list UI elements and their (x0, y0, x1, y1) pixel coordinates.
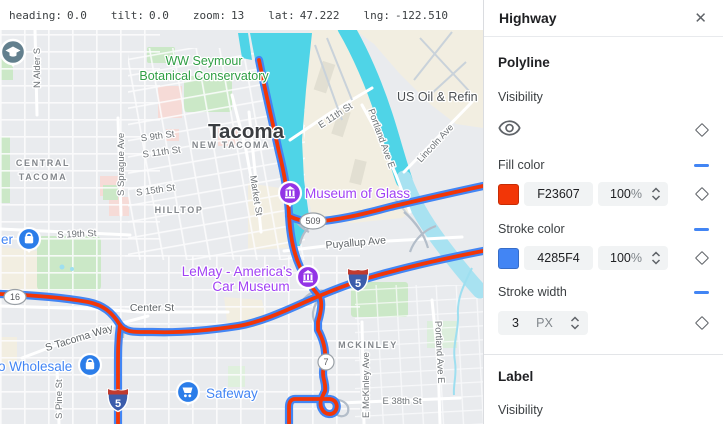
route-shield-i5-north: 5 (347, 267, 369, 293)
close-icon[interactable]: ✕ (694, 9, 707, 27)
map-label-s-19th: S 19th St (57, 228, 97, 241)
svg-text:5: 5 (355, 278, 361, 290)
route-shield-sr509: 509 (299, 212, 327, 230)
store-marker-2[interactable] (77, 352, 103, 379)
map-label-museum-of-glass: Museum of Glass (305, 186, 410, 201)
visibility-eye-icon[interactable] (498, 119, 521, 142)
school-marker[interactable] (0, 38, 27, 67)
polyline-heading: Polyline (498, 55, 550, 70)
remove-override-icon-width[interactable] (694, 290, 709, 294)
map-label-city: Tacoma (208, 120, 285, 143)
fill-color-hex-input[interactable]: F23607 (524, 182, 593, 206)
inherit-diamond-icon-stroke[interactable] (694, 250, 710, 266)
svg-text:16: 16 (10, 292, 20, 302)
map-label-lemay-2: Car Museum (212, 279, 289, 294)
svg-text:509: 509 (305, 216, 320, 226)
store-marker-1[interactable] (16, 226, 42, 253)
tilt-readout: tilt: 0.0 (110, 8, 169, 22)
map-label-s-sprague: S Sprague Ave (116, 133, 127, 196)
style-panel: Highway ✕ Polyline Visibility Fill color (483, 0, 723, 424)
inherit-diamond-icon-visibility[interactable] (694, 122, 710, 138)
label-heading: Label (498, 369, 534, 384)
map-label-lemay: LeMay - America's (182, 264, 293, 279)
map-label-safeway: Safeway (206, 386, 258, 401)
remove-override-icon-fill[interactable] (694, 163, 709, 167)
map-label-e-38th: E 38th St (382, 396, 421, 407)
polyline-visibility-label: Visibility (498, 90, 543, 104)
fill-color-label: Fill color (498, 158, 545, 172)
stroke-opacity-stepper[interactable]: 100% (598, 246, 668, 270)
svg-text:5: 5 (115, 398, 121, 410)
lng-readout: lng: -122.510 (363, 8, 448, 22)
map-label-us-oil: US Oil & Refin (397, 90, 478, 104)
map-label-s-pine: S Pine St (54, 379, 65, 419)
section-divider (484, 354, 723, 355)
map-label-wholesale: o Wholesale (0, 359, 72, 374)
port-buildings (313, 60, 367, 186)
map-label-hilltop: HILLTOP (155, 205, 204, 215)
map-label-er: er (1, 232, 14, 247)
map-label-n-alder: N Alder S (32, 48, 43, 88)
stroke-width-label: Stroke width (498, 285, 567, 299)
fill-opacity-stepper[interactable]: 100% (598, 182, 668, 206)
fill-color-swatch[interactable] (498, 183, 519, 205)
stroke-color-label: Stroke color (498, 222, 565, 236)
stepper-chevrons-icon (651, 187, 661, 201)
svg-text:7: 7 (323, 357, 328, 367)
map-label-new-tacoma: NEW TACOMA (192, 140, 270, 150)
map-canvas[interactable]: 16 509 7 5 5 (0, 19, 488, 424)
museum-marker-glass[interactable] (277, 180, 303, 207)
stroke-width-stepper[interactable]: 3 PX (498, 311, 588, 335)
grocery-marker[interactable] (175, 379, 201, 406)
route-shield-i5-south: 5 (107, 387, 129, 413)
stroke-color-swatch[interactable] (498, 247, 519, 269)
lat-readout: lat: 47.222 (268, 8, 340, 22)
route-shield-sr7: 7 (317, 353, 335, 371)
map-label-mckinley-ave: E McKinley Ave (361, 352, 372, 418)
heading-readout: heading: 0.0 (9, 8, 87, 22)
map-label-mckinley: MCKINLEY (338, 340, 398, 350)
map-label-central-tacoma-2: TACOMA (19, 172, 67, 182)
label-visibility-label: Visibility (498, 403, 543, 417)
map-label-conservatory: WW Seymour (165, 54, 242, 68)
map-label-portland-ave-l: Portland Ave E (432, 321, 446, 384)
map-label-center-st: Center St (130, 302, 174, 314)
panel-header: Highway ✕ (484, 0, 723, 37)
map-label-central-tacoma: CENTRAL (16, 158, 70, 168)
inherit-diamond-icon-width[interactable] (694, 315, 710, 331)
stroke-color-hex-input[interactable]: 4285F4 (524, 246, 593, 270)
stepper-chevrons-icon (570, 316, 580, 330)
panel-title: Highway (499, 10, 557, 26)
stepper-chevrons-icon (651, 251, 661, 265)
camera-status-bar: heading: 0.0 tilt: 0.0 zoom: 13 lat: 47.222 … (0, 0, 483, 30)
inherit-diamond-icon-fill[interactable] (694, 186, 710, 202)
map-label-conservatory-2: Botanical Conservatory (139, 69, 269, 83)
route-shield-us16: 16 (3, 288, 27, 306)
zoom-readout: zoom: 13 (192, 8, 245, 22)
museum-marker-lemay[interactable] (295, 264, 321, 291)
remove-override-icon-stroke[interactable] (694, 227, 709, 231)
